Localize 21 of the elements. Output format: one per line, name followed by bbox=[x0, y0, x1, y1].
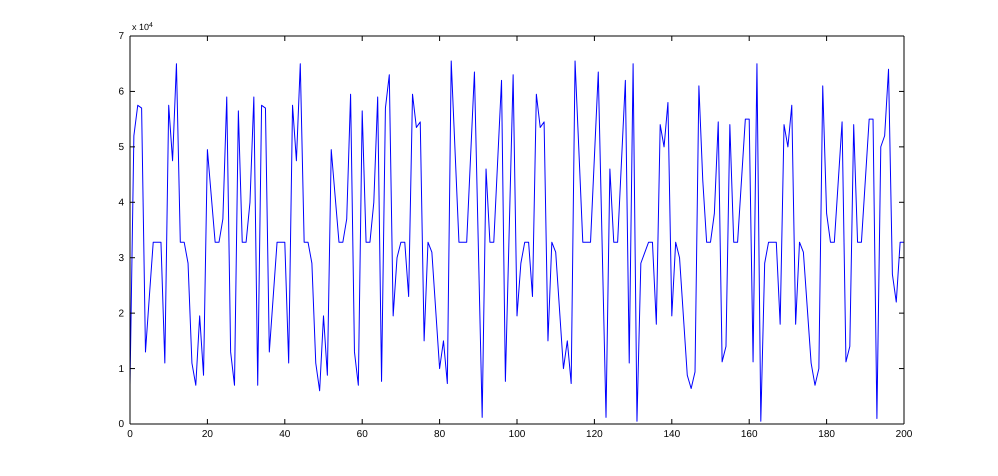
x-tick-label: 180 bbox=[818, 429, 836, 440]
x-tick-label: 60 bbox=[356, 429, 368, 440]
y-tick-label: 4 bbox=[118, 197, 124, 208]
y-tick-label: 3 bbox=[118, 252, 124, 264]
x-tick-label: 80 bbox=[434, 429, 446, 440]
y-tick-label: 0 bbox=[118, 419, 124, 430]
y-tick-label: 7 bbox=[118, 31, 124, 42]
text: x 10$^{4}$ bbox=[132, 22, 154, 32]
x-tick-label: 160 bbox=[740, 429, 758, 440]
y-tick-label: 1 bbox=[118, 364, 124, 375]
y-tick-label: 5 bbox=[118, 142, 124, 154]
x-tick-label: 140 bbox=[663, 429, 681, 440]
y-tick-label: 2 bbox=[118, 308, 124, 320]
x-tick-label: 120 bbox=[586, 429, 604, 440]
x-tick-label: 40 bbox=[279, 429, 291, 440]
y-tick-label: 6 bbox=[118, 86, 124, 98]
line-series bbox=[130, 60, 904, 422]
x-tick-label: 0 bbox=[127, 429, 134, 440]
x-tick-label: 200 bbox=[896, 429, 913, 440]
x-tick-label: 100 bbox=[508, 429, 526, 440]
x-tick-label: 20 bbox=[202, 429, 214, 440]
